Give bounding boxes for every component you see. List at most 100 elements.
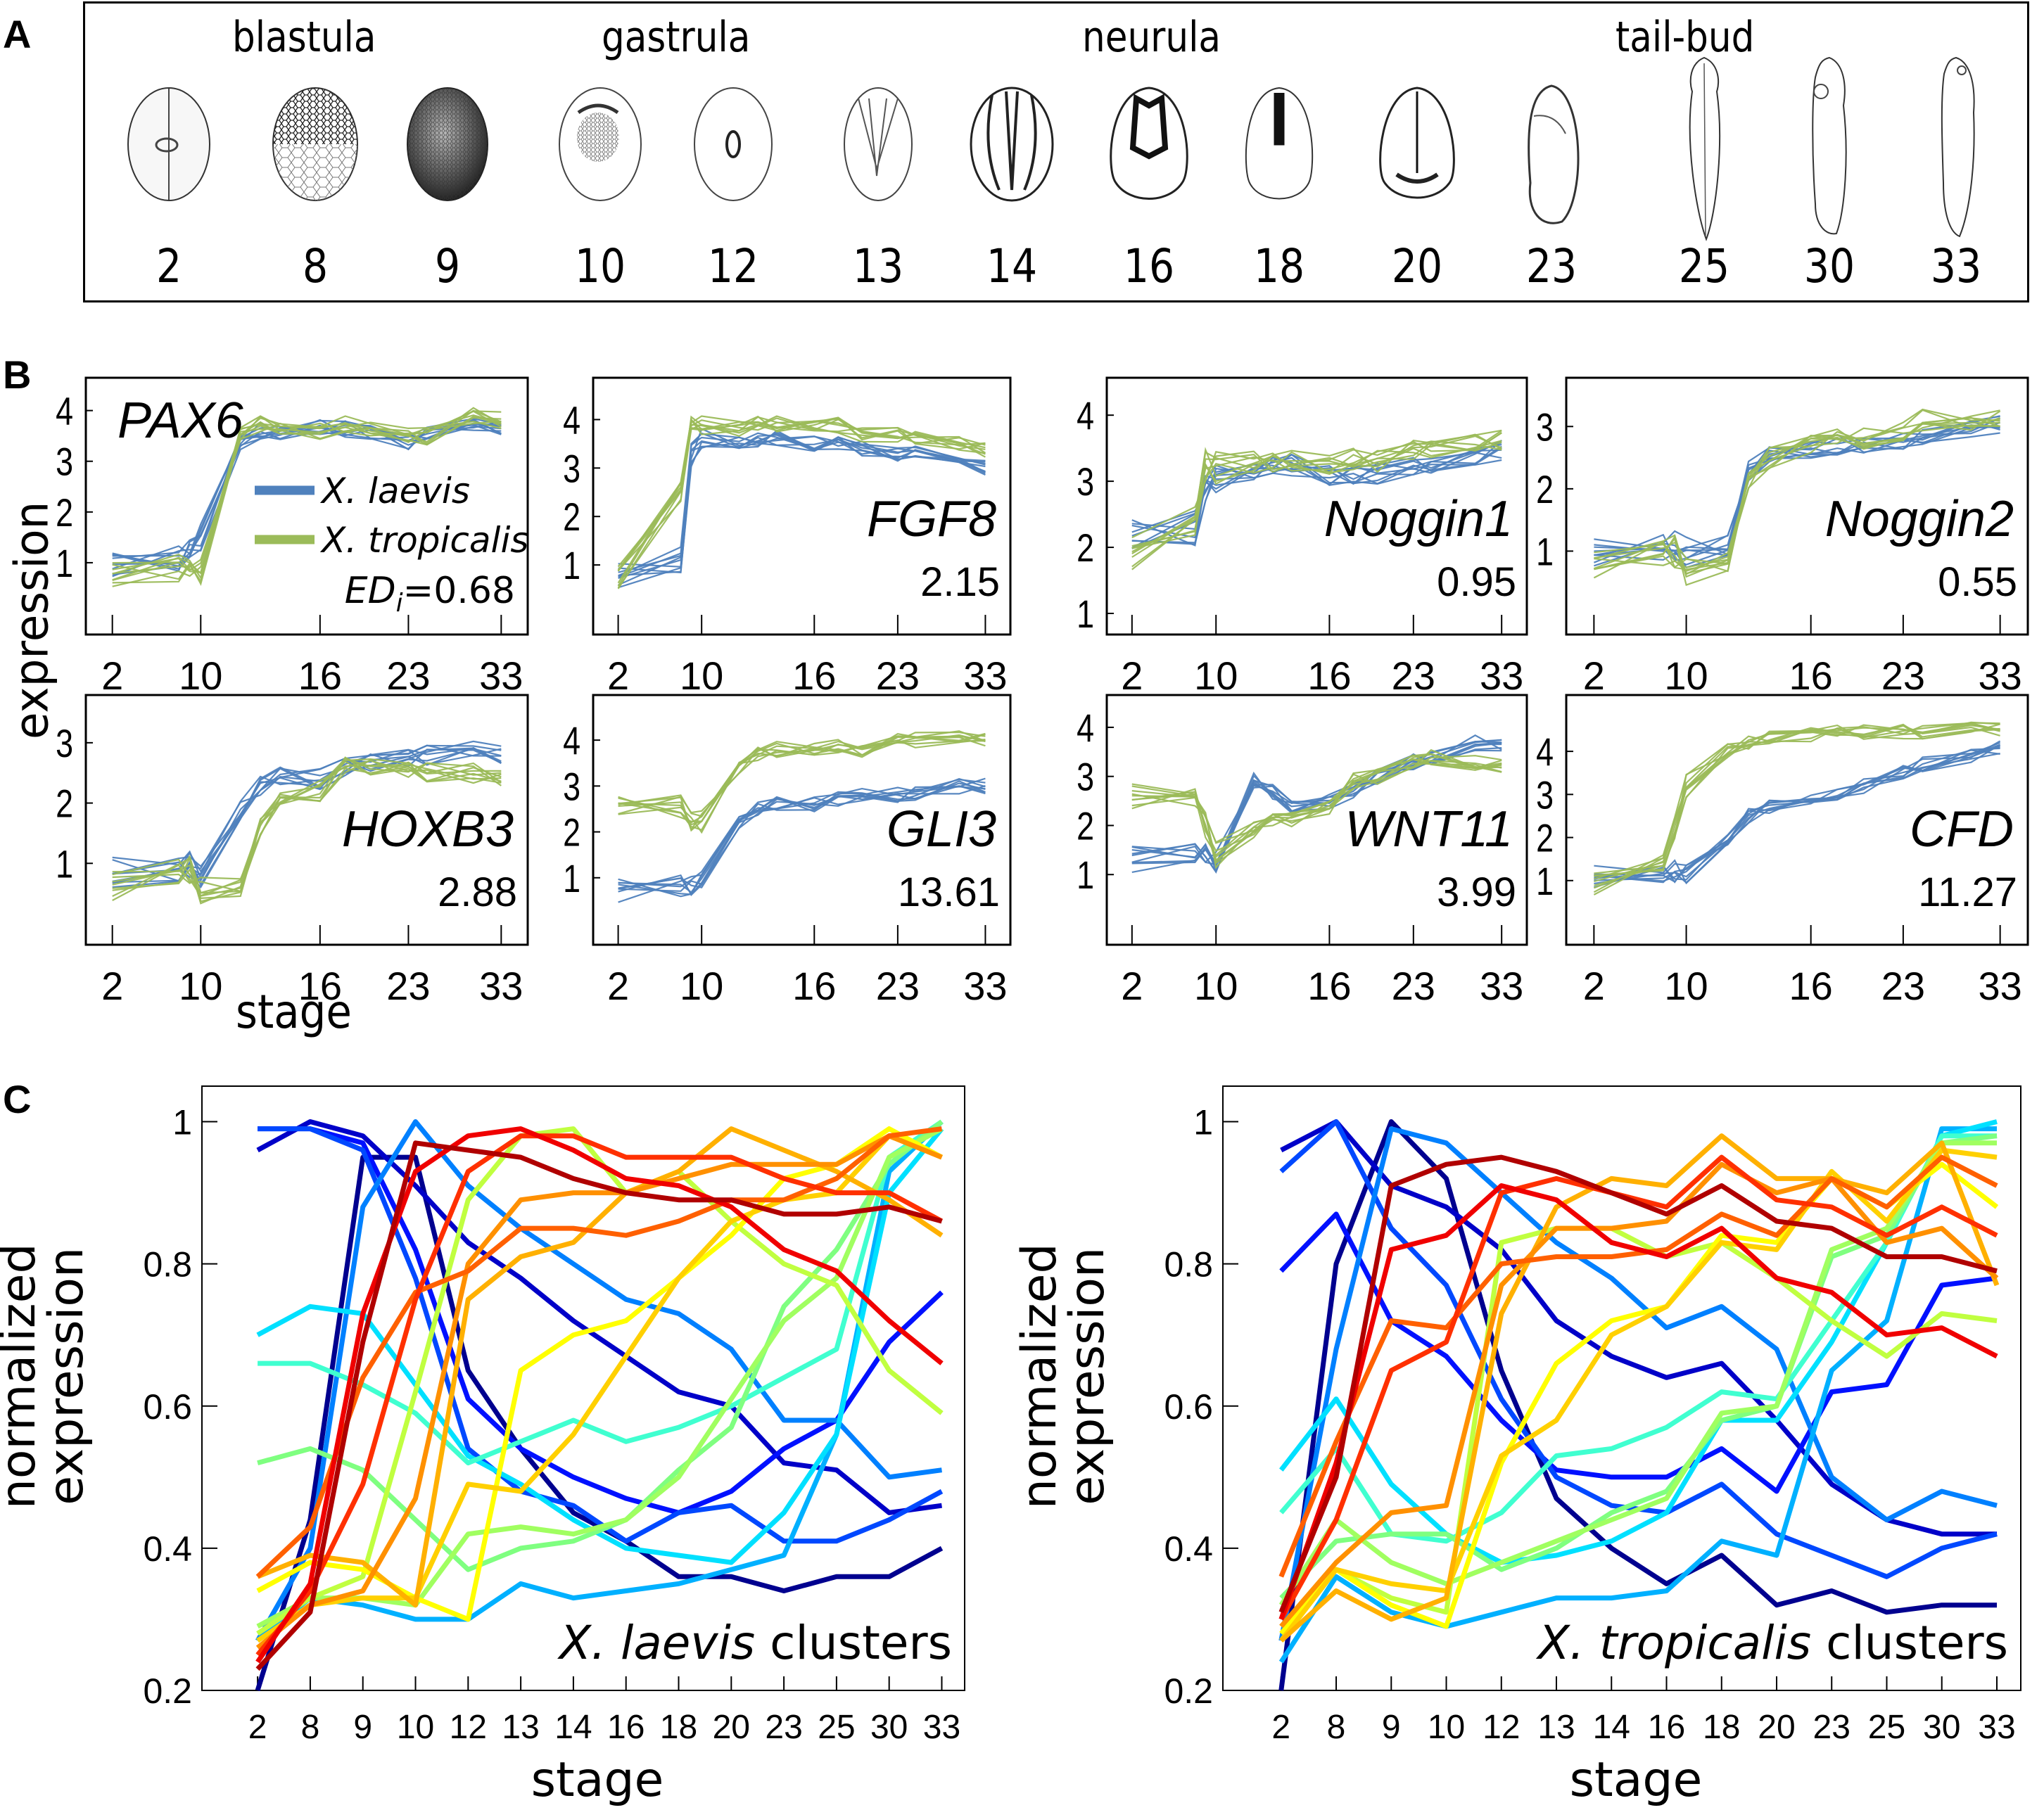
x-tick-label: 12	[450, 1709, 487, 1746]
x-tick-label: 33	[1978, 1709, 2015, 1746]
tropicalis-replicate-line	[112, 763, 502, 901]
laevis-replicate-line	[618, 780, 986, 889]
y-tick-label: 2	[1077, 525, 1094, 570]
embryo-stage-8	[272, 87, 358, 201]
cluster-line	[256, 1133, 943, 1643]
y-axis-label-line1: normalized	[1012, 1243, 1067, 1509]
cluster-line	[255, 1119, 942, 1643]
embryo-stage-10	[559, 87, 642, 201]
x-tick-label: 16	[1789, 654, 1833, 698]
x-tick-label: 23	[1813, 1709, 1851, 1746]
cluster-line	[255, 1140, 943, 1671]
stage-number: 13	[852, 239, 904, 293]
x-tick-label: 2	[1271, 1709, 1290, 1746]
ed-index-label: EDi=0.68	[345, 570, 515, 618]
laevis-replicate-line	[112, 748, 502, 875]
laevis-replicate-line	[1131, 739, 1502, 866]
x-tick-label: 33	[1978, 654, 2021, 698]
stage-number: 25	[1678, 239, 1730, 293]
cluster-line	[1279, 1147, 1998, 1643]
stage-number: 33	[1930, 239, 1982, 293]
x-tick-label: 16	[1307, 654, 1351, 698]
embryo-stage-18	[1245, 87, 1314, 200]
cluster-line	[1279, 1225, 1998, 1629]
x-tick-label: 9	[1382, 1709, 1401, 1746]
laevis-replicate-line	[112, 423, 502, 572]
tropicalis-replicate-line	[618, 735, 986, 815]
embryo-stage-30	[1812, 56, 1847, 235]
stages-illustration-box	[83, 1, 2029, 302]
cluster-line	[256, 1126, 944, 1608]
x-tick-label: 23	[1881, 964, 1925, 1008]
embryo-sketches	[127, 56, 1975, 241]
x-tick-label: 2	[1121, 654, 1143, 698]
x-tick-label: 16	[792, 964, 836, 1008]
tropicalis-replicate-line	[1594, 721, 2000, 877]
x-tick-label: 23	[386, 964, 430, 1008]
x-tick-label: 2	[1583, 964, 1605, 1008]
x-tick-label: 16	[298, 654, 342, 698]
x-tick-label: 25	[1868, 1709, 1905, 1746]
x-tick-label: 2	[1121, 964, 1143, 1008]
tropicalis-replicate-line	[112, 759, 502, 900]
x-tick-label: 10	[1194, 964, 1238, 1008]
tropicalis-replicate-line	[1131, 748, 1502, 863]
y-tick-label: 2	[56, 782, 73, 826]
cluster-line	[256, 1126, 944, 1636]
laevis-replicate-line	[618, 785, 986, 893]
y-tick-label: 4	[1077, 393, 1094, 438]
tropicalis-replicate-line	[1593, 725, 2000, 896]
x-tick-label: 8	[301, 1709, 320, 1746]
laevis-replicate-line	[618, 431, 986, 573]
y-tick-label: 0.2	[1164, 1671, 1213, 1711]
x-tick-label: 33	[963, 964, 1007, 1008]
x-tick-label: 16	[607, 1709, 645, 1746]
x-tick-label: 10	[680, 964, 723, 1008]
ed-value: 3.99	[1437, 869, 1516, 915]
panel-a-letter: A	[3, 12, 32, 56]
tropicalis-replicate-line	[112, 416, 502, 573]
laevis-replicate-line	[1131, 444, 1502, 539]
embryo-stage-9	[407, 87, 488, 201]
y-tick-label: 1	[172, 1103, 192, 1142]
y-tick-label: 0.4	[143, 1529, 192, 1569]
cluster-chart-title: X. tropicalis clusters	[1536, 1616, 2008, 1670]
embryo-stage-33	[1941, 56, 1975, 238]
x-tick-label: 10	[1428, 1709, 1465, 1746]
y-tick-label: 3	[1536, 404, 1554, 449]
y-tick-label: 3	[56, 721, 73, 765]
x-tick-label: 23	[1392, 964, 1435, 1008]
plot-frame	[1105, 376, 1528, 636]
tropicalis-replicate-line	[618, 733, 986, 834]
x-tick-label: 20	[713, 1709, 750, 1746]
plot-frame	[592, 376, 1012, 636]
embryo-stage-20	[1379, 87, 1455, 199]
gene-name: Noggin2	[1825, 491, 2014, 547]
gene-name: Noggin1	[1324, 491, 1513, 547]
tropicalis-replicate-line	[1131, 753, 1502, 852]
cluster-chart-title: X. laevis clusters	[557, 1616, 952, 1670]
y-tick-label: 3	[563, 765, 580, 809]
cluster-line	[1279, 1133, 2000, 1643]
x-tick-label: 16	[1648, 1709, 1685, 1746]
stage-number: 18	[1253, 239, 1305, 293]
x-tick-label: 10	[179, 654, 222, 698]
plot-frame	[84, 694, 529, 946]
laevis-replicate-line	[618, 432, 986, 568]
x-tick-label: 14	[554, 1709, 592, 1746]
x-tick-label: 33	[479, 964, 523, 1008]
tropicalis-replicate-line	[1131, 440, 1502, 553]
stage-number: 23	[1525, 239, 1578, 293]
ed-value: 0.95	[1437, 559, 1516, 605]
x-tick-label: 13	[502, 1709, 539, 1746]
y-tick-label: 0.8	[143, 1245, 192, 1285]
stage-number: 2	[155, 239, 182, 293]
y-tick-label: 3	[56, 440, 73, 484]
panel-b-letter: B	[3, 352, 32, 397]
tropicalis-replicate-line	[618, 736, 986, 817]
x-tick-label: 23	[1881, 654, 1925, 698]
tropicalis-replicate-line	[1131, 433, 1502, 549]
